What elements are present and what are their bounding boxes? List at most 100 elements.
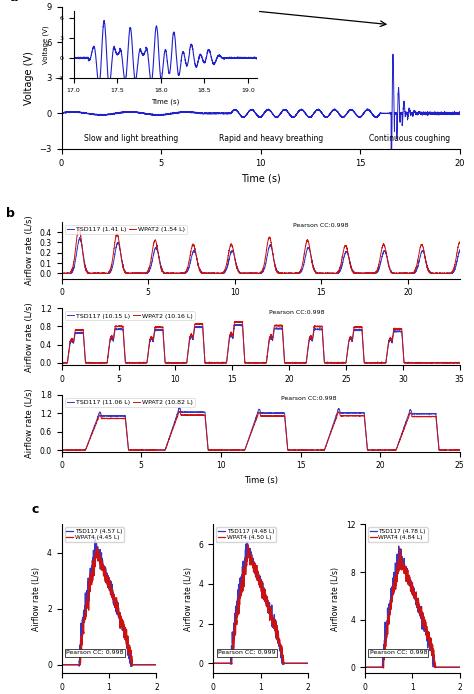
WPAT4 (4.84 L) bbox=[457, 663, 463, 671]
WPAT2 (10.16 L) bbox=[80, 325, 85, 334]
TSD117 (11.06 L) bbox=[131, 446, 137, 454]
WPAT2 (1.54 L) bbox=[271, 257, 277, 265]
WPAT4 (4.50 L) bbox=[268, 614, 274, 623]
Y-axis label: Voltage (V): Voltage (V) bbox=[24, 51, 34, 105]
WPAT2 (1.54 L) bbox=[59, 269, 64, 278]
TSD117 (4.78 L) bbox=[420, 616, 426, 625]
TSD117 (4.78 L) bbox=[457, 663, 463, 671]
TSD117 (4.48 L) bbox=[268, 603, 274, 611]
Text: c: c bbox=[31, 502, 39, 516]
TSD117 (4.48 L) bbox=[216, 659, 222, 668]
WPAT2 (10.16 L) bbox=[328, 359, 334, 367]
WPAT2 (10.82 L) bbox=[298, 446, 303, 454]
WPAT4 (4.84 L) bbox=[423, 627, 428, 635]
Y-axis label: Airflow rate (L/s): Airflow rate (L/s) bbox=[331, 567, 340, 631]
TSD117 (4.48 L) bbox=[266, 603, 272, 611]
Line: TSD117 (4.57 L): TSD117 (4.57 L) bbox=[62, 538, 156, 666]
TSD117 (10.15 L) bbox=[59, 359, 64, 367]
TSD117 (11.06 L) bbox=[176, 404, 182, 412]
Legend: TSD117 (11.06 L), WPAT2 (10.82 L): TSD117 (11.06 L), WPAT2 (10.82 L) bbox=[65, 398, 195, 407]
WPAT4 (4.84 L) bbox=[418, 605, 423, 613]
WPAT2 (10.16 L) bbox=[217, 359, 223, 367]
Line: TSD117 (10.15 L): TSD117 (10.15 L) bbox=[62, 325, 460, 363]
TSD117 (1.41 L) bbox=[82, 260, 88, 268]
WPAT4 (4.45 L) bbox=[119, 620, 125, 629]
TSD117 (4.48 L) bbox=[305, 659, 311, 668]
TSD117 (11.06 L) bbox=[298, 446, 303, 454]
WPAT4 (4.84 L) bbox=[444, 663, 450, 671]
TSD117 (4.78 L) bbox=[381, 663, 386, 672]
TSD117 (10.15 L) bbox=[238, 321, 244, 329]
Y-axis label: Airflow rate (L/s): Airflow rate (L/s) bbox=[25, 215, 34, 285]
TSD117 (4.48 L) bbox=[210, 659, 216, 668]
TSD117 (1.41 L) bbox=[90, 269, 96, 278]
Text: Rapid and heavy breathing: Rapid and heavy breathing bbox=[219, 134, 323, 142]
WPAT4 (4.84 L) bbox=[368, 663, 374, 671]
WPAT2 (10.82 L) bbox=[59, 446, 64, 454]
WPAT2 (10.16 L) bbox=[209, 358, 215, 366]
TSD117 (4.57 L) bbox=[59, 661, 64, 669]
TSD117 (4.48 L) bbox=[245, 538, 250, 546]
WPAT2 (10.82 L) bbox=[386, 446, 392, 454]
TSD117 (10.15 L) bbox=[209, 358, 215, 366]
WPAT2 (10.16 L) bbox=[238, 317, 244, 325]
TSD117 (11.06 L) bbox=[356, 409, 362, 417]
Text: Slow and light breathing: Slow and light breathing bbox=[84, 134, 178, 142]
WPAT4 (4.84 L) bbox=[397, 544, 403, 552]
TSD117 (4.57 L) bbox=[76, 662, 82, 670]
Y-axis label: Airflow rate (L/s): Airflow rate (L/s) bbox=[32, 567, 41, 631]
Text: Pearson CC:0.998: Pearson CC:0.998 bbox=[281, 396, 336, 401]
TSD117 (4.48 L) bbox=[283, 659, 288, 668]
TSD117 (10.15 L) bbox=[163, 359, 169, 367]
WPAT4 (4.50 L) bbox=[292, 659, 298, 668]
TSD117 (4.78 L) bbox=[423, 625, 428, 634]
Line: WPAT4 (4.50 L): WPAT4 (4.50 L) bbox=[213, 545, 308, 664]
Line: TSD117 (4.78 L): TSD117 (4.78 L) bbox=[365, 546, 460, 668]
Y-axis label: Airflow rate (L/s): Airflow rate (L/s) bbox=[25, 388, 34, 458]
WPAT4 (4.50 L) bbox=[216, 659, 222, 668]
Text: Pearson CC:0.998: Pearson CC:0.998 bbox=[292, 223, 348, 228]
WPAT4 (4.45 L) bbox=[114, 602, 119, 610]
TSD117 (4.57 L) bbox=[119, 626, 125, 634]
Text: a: a bbox=[10, 0, 18, 4]
TSD117 (4.78 L) bbox=[418, 607, 423, 616]
TSD117 (4.57 L) bbox=[114, 600, 120, 608]
WPAT2 (10.16 L) bbox=[59, 359, 64, 367]
TSD117 (4.57 L) bbox=[64, 661, 70, 669]
Y-axis label: Airflow rate (L/s): Airflow rate (L/s) bbox=[25, 302, 34, 371]
Line: TSD117 (1.41 L): TSD117 (1.41 L) bbox=[62, 237, 460, 273]
TSD117 (11.06 L) bbox=[386, 446, 392, 454]
TSD117 (1.41 L) bbox=[77, 233, 82, 242]
WPAT2 (10.82 L) bbox=[211, 446, 217, 454]
WPAT4 (4.50 L) bbox=[271, 616, 277, 625]
WPAT4 (4.84 L) bbox=[381, 663, 386, 672]
WPAT2 (10.82 L) bbox=[131, 446, 137, 454]
TSD117 (1.41 L) bbox=[160, 267, 166, 276]
TSD117 (11.06 L) bbox=[211, 446, 217, 454]
Line: WPAT2 (10.16 L): WPAT2 (10.16 L) bbox=[62, 321, 460, 363]
WPAT2 (10.16 L) bbox=[59, 359, 64, 367]
WPAT4 (4.50 L) bbox=[281, 660, 287, 668]
TSD117 (10.15 L) bbox=[328, 359, 334, 367]
WPAT4 (4.50 L) bbox=[305, 659, 311, 668]
WPAT2 (1.54 L) bbox=[457, 238, 463, 246]
TSD117 (1.41 L) bbox=[456, 247, 462, 255]
WPAT4 (4.45 L) bbox=[131, 661, 137, 669]
Legend: TSD117 (10.15 L), WPAT2 (10.16 L): TSD117 (10.15 L), WPAT2 (10.16 L) bbox=[65, 312, 195, 321]
Line: WPAT2 (1.54 L): WPAT2 (1.54 L) bbox=[62, 229, 460, 273]
TSD117 (10.15 L) bbox=[252, 359, 257, 367]
TSD117 (4.57 L) bbox=[117, 614, 122, 623]
WPAT2 (10.82 L) bbox=[176, 407, 182, 416]
WPAT2 (1.54 L) bbox=[59, 269, 64, 278]
TSD117 (10.15 L) bbox=[217, 359, 223, 367]
WPAT2 (1.54 L) bbox=[160, 268, 166, 276]
WPAT2 (10.82 L) bbox=[356, 412, 362, 420]
WPAT4 (4.45 L) bbox=[64, 661, 70, 669]
WPAT4 (4.50 L) bbox=[265, 607, 271, 615]
WPAT2 (1.54 L) bbox=[82, 262, 88, 270]
TSD117 (4.48 L) bbox=[292, 659, 298, 668]
Line: WPAT4 (4.84 L): WPAT4 (4.84 L) bbox=[365, 548, 460, 668]
Text: Continuous coughing: Continuous coughing bbox=[369, 134, 451, 142]
Text: Pearson CC: 0.998: Pearson CC: 0.998 bbox=[66, 650, 124, 655]
WPAT2 (10.82 L) bbox=[318, 446, 323, 454]
